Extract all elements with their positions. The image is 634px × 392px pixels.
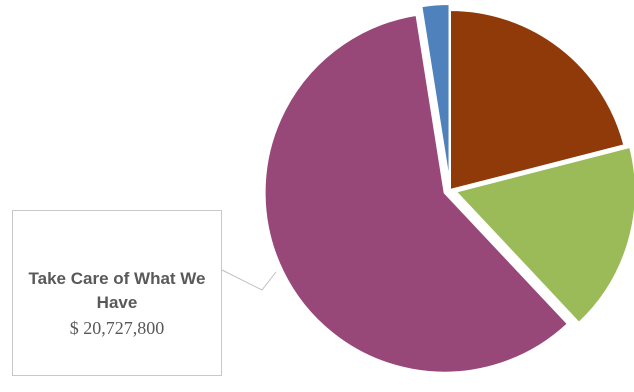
- callout-leader-line: [221, 269, 277, 291]
- callout-value: $ 20,727,800: [69, 318, 165, 338]
- pie-slice-1: [449, 8, 626, 192]
- pie-slice-4: [420, 3, 451, 185]
- callout-title: Take Care of What We Have: [28, 269, 206, 312]
- data-callout: Take Care of What We Have $ 20,727,800: [12, 210, 222, 376]
- callout-text: Take Care of What We Have $ 20,727,800: [13, 267, 221, 341]
- pie-slices: [263, 3, 634, 374]
- pie-slice-3: [263, 13, 570, 374]
